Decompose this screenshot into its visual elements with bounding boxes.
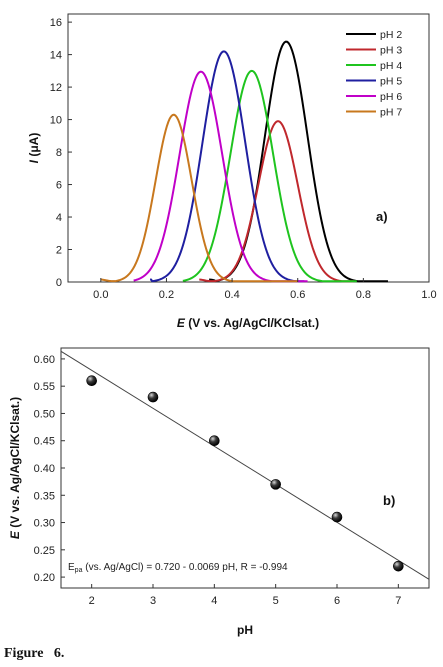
- data-point: [147, 391, 159, 403]
- data-point: [86, 375, 97, 387]
- panel-b-y-tick-label: 0.45: [34, 436, 55, 448]
- panel-b-y-tick-label: 0.55: [34, 381, 55, 393]
- panel-a-x-tick-label: 0.0: [93, 289, 108, 301]
- series-line-ph-5: [150, 50, 305, 283]
- figure-caption: Figure 6.: [4, 646, 64, 662]
- data-point: [209, 435, 220, 447]
- panel-b-plot-frame: [60, 347, 430, 589]
- legend-label: pH 7: [380, 107, 402, 119]
- panel-a-legend: pH 2 pH 3 pH 4 pH 5 pH 6 pH 7: [346, 29, 402, 119]
- panel-b-y-tick-label: 0.20: [34, 572, 55, 584]
- panel-b-equation: Epa (vs. Ag/AgCl) = 0.720 - 0.0069 pH, R…: [68, 562, 288, 574]
- panel-b-x-ticks: 2 3 4 5 6 7: [89, 584, 401, 607]
- legend-label: pH 6: [380, 91, 402, 103]
- panel-a-y-axis-label: I (μA): [27, 133, 41, 164]
- panel-a-y-ticks: 0 2 4 6 8 10 12 14 16: [50, 17, 72, 289]
- panel-a-y-tick-label: 12: [50, 82, 62, 94]
- panel-a-curves: [100, 40, 388, 283]
- panel-b-y-ticks: 0.20 0.25 0.30 0.35 0.40 0.45 0.50 0.55 0.60: [34, 354, 65, 584]
- series-line-ph-6: [133, 70, 308, 283]
- data-point: [331, 511, 343, 523]
- panel-b-y-axis-label: E (V vs. Ag/AgCl/KClsat.): [8, 397, 22, 539]
- panel-a-x-tick-label: 0.6: [290, 289, 305, 301]
- panel-b-x-axis-label: pH: [237, 623, 253, 637]
- panel-b-x-tick-label: 3: [150, 595, 156, 607]
- panel-a-y-tick-label: 8: [56, 147, 62, 159]
- panel-a-y-tick-label: 2: [56, 245, 62, 257]
- panel-b-y-tick-label: 0.25: [34, 545, 55, 557]
- legend-label: pH 5: [380, 76, 402, 88]
- panel-a-x-tick-label: 0.4: [224, 289, 239, 301]
- panel-b-y-tick-label: 0.40: [34, 463, 55, 475]
- panel-a-y-tick-label: 10: [50, 115, 62, 127]
- panel-b-fit-line: [60, 350, 430, 580]
- panel-a-x-ticks: 0.0 0.2 0.4 0.6 0.8 1.0: [93, 278, 437, 301]
- series-line-ph-4: [182, 69, 357, 283]
- caption-dot: .: [60, 646, 65, 661]
- legend-label: pH 2: [380, 29, 402, 41]
- panel-a-y-tick-label: 4: [56, 212, 62, 224]
- legend-label: pH 3: [380, 45, 402, 57]
- panel-b-label: b): [383, 493, 395, 508]
- caption-figure-number: 6: [53, 646, 61, 661]
- panel-b-y-tick-label: 0.60: [34, 354, 55, 366]
- legend-label: pH 4: [380, 60, 402, 72]
- panel-b-points: [86, 375, 404, 572]
- panel-a-y-tick-label: 6: [56, 180, 62, 192]
- panel-b-x-tick-label: 4: [211, 595, 217, 607]
- data-point: [393, 560, 404, 572]
- panel-b-y-tick-label: 0.30: [34, 518, 55, 530]
- panel-a-y-tick-label: 16: [50, 17, 62, 29]
- panel-b-y-tick-label: 0.50: [34, 408, 55, 420]
- panel-b-x-tick-label: 7: [395, 595, 401, 607]
- panel-b-x-tick-label: 5: [273, 595, 279, 607]
- panel-b-y-tick-label: 0.35: [34, 490, 55, 502]
- series-line-ph-3: [199, 120, 354, 283]
- panel-a-x-axis-label: E (V vs. Ag/AgCl/KClsat.): [177, 316, 319, 330]
- panel-a-label: a): [376, 209, 388, 224]
- data-point: [270, 479, 281, 490]
- caption-figure-word: Figure: [4, 646, 44, 661]
- panel-a-x-tick-label: 0.8: [356, 289, 371, 301]
- panel-a-y-tick-label: 14: [50, 50, 62, 62]
- series-line-ph-7: [100, 113, 298, 283]
- panel-a-y-tick-label: 0: [56, 277, 62, 289]
- panel-b-x-tick-label: 6: [334, 595, 340, 607]
- panel-a-plot-frame: [67, 13, 430, 283]
- series-line-ph-2: [209, 40, 388, 283]
- panel-a-x-tick-label: 1.0: [421, 289, 436, 301]
- panel-a-x-tick-label: 0.2: [159, 289, 174, 301]
- panel-b-x-tick-label: 2: [89, 595, 95, 607]
